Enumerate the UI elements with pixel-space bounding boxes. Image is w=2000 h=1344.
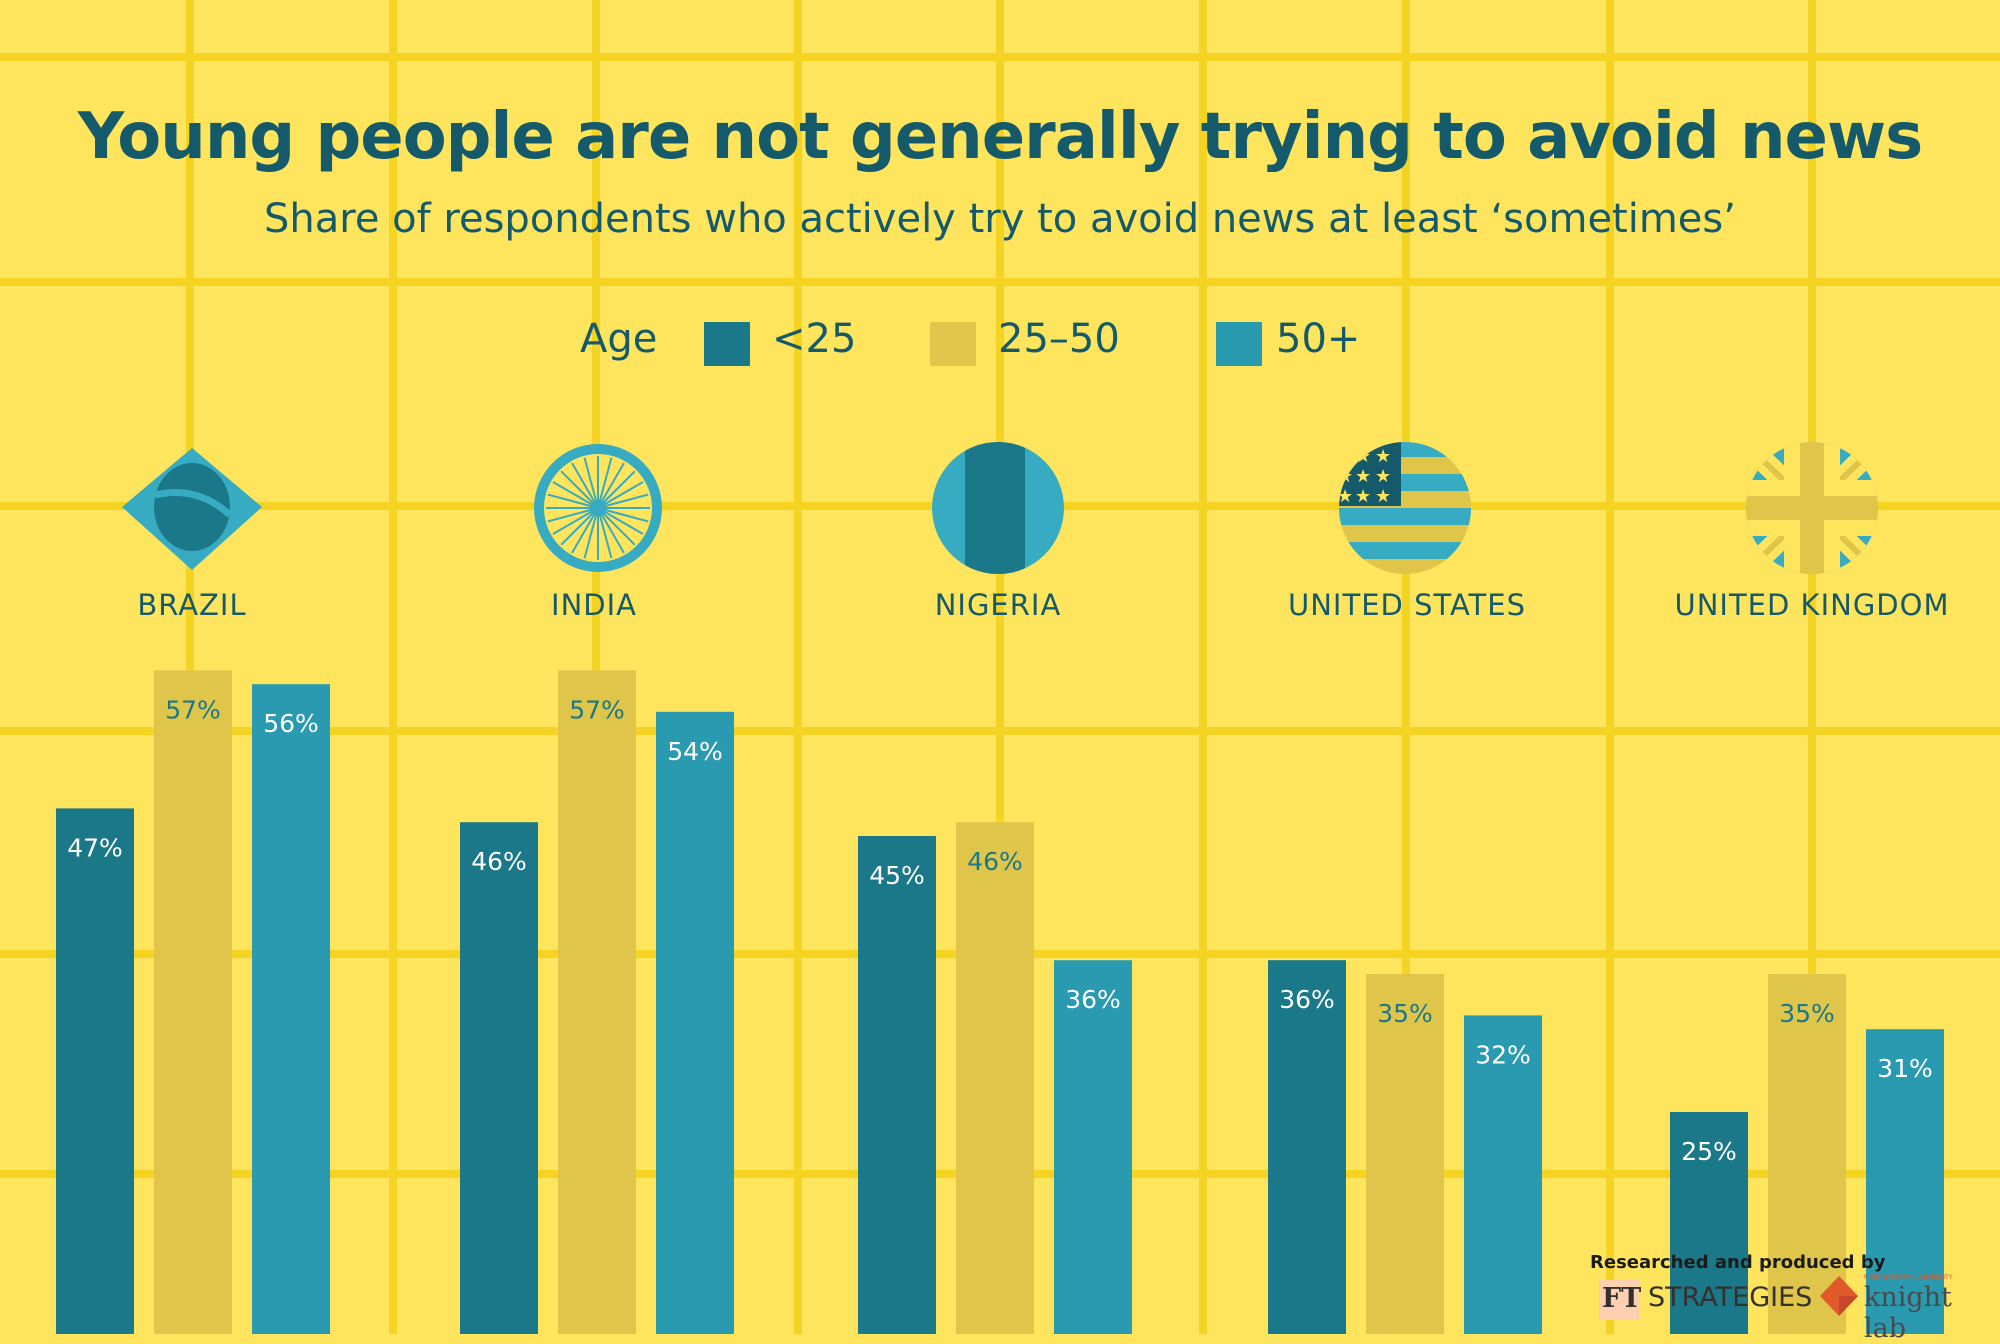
grid-line-vertical: [1808, 0, 1816, 1334]
brazil-flag-icon: [122, 448, 262, 570]
grid-line-vertical: [996, 0, 1004, 1334]
chart-title: Young people are not generally trying to…: [77, 100, 1923, 174]
legend-label-under25: <25: [772, 316, 857, 362]
country-label-united-states: UNITED STATES: [1288, 588, 1526, 622]
bar-india-over50: [656, 711, 734, 1334]
grid-line-vertical: [1199, 0, 1207, 1334]
credit-label: Researched and produced by: [1590, 1252, 1886, 1273]
uk-flag-icon: [1746, 442, 1878, 574]
bar-value-label: 25%: [1681, 1137, 1737, 1166]
us-flag-icon: ★ ★ ★ ★ ★ ★ ★★: [1337, 442, 1471, 574]
bar-nigeria-over50: [1054, 960, 1132, 1334]
svg-text:★: ★: [1375, 486, 1391, 507]
grid-line-horizontal: [0, 278, 2000, 286]
knight-lab-logo: knight lab: [1864, 1282, 1952, 1344]
legend-label-25to50: 25–50: [998, 316, 1120, 362]
india-flag-icon: [534, 444, 662, 572]
bar-value-label: 35%: [1377, 999, 1433, 1028]
bar-brazil-25to50: [154, 670, 232, 1334]
svg-text:★: ★: [1375, 446, 1391, 467]
bar-value-label: 47%: [67, 833, 123, 862]
bar-united-kingdom-over50: [1866, 1029, 1944, 1334]
bar-value-label: 35%: [1779, 999, 1835, 1028]
bar-nigeria-25to50: [956, 822, 1034, 1334]
bar-value-label: 54%: [667, 737, 723, 766]
grid-line-vertical: [186, 0, 194, 1334]
svg-text:★: ★: [1355, 466, 1371, 487]
grid-line-vertical: [1402, 0, 1410, 1334]
bar-united-states-under25: [1268, 960, 1346, 1334]
country-label-united-kingdom: UNITED KINGDOM: [1674, 588, 1950, 622]
legend-swatch-25to50: [930, 322, 976, 366]
bar-united-states-over50: [1464, 1015, 1542, 1334]
bar-value-label: 57%: [165, 695, 221, 724]
grid-line-vertical: [794, 0, 802, 1334]
svg-text:★: ★: [1375, 466, 1391, 487]
legend: Age <25 25–50 50+: [0, 312, 2000, 372]
bar-value-label: 57%: [569, 695, 625, 724]
grid-line-horizontal: [0, 727, 2000, 735]
bar-united-kingdom-under25: [1670, 1112, 1748, 1334]
legend-label-over50: 50+: [1276, 316, 1361, 362]
bar-value-label: 46%: [967, 847, 1023, 876]
bar-value-label: 46%: [471, 847, 527, 876]
grid-line-horizontal: [0, 53, 2000, 61]
grid-line-vertical: [389, 0, 397, 1334]
bar-value-label: 31%: [1877, 1054, 1933, 1083]
country-label-nigeria: NIGERIA: [934, 588, 1062, 622]
bar-united-kingdom-25to50: [1768, 974, 1846, 1334]
ft-logo-box: [1599, 1280, 1639, 1320]
grid-line-vertical: [1606, 0, 1614, 1334]
bar-india-25to50: [558, 670, 636, 1334]
ft-strategies-logo: STRATEGIES: [1648, 1282, 1813, 1313]
country-label-brazil: BRAZIL: [137, 588, 247, 622]
bar-india-under25: [460, 822, 538, 1334]
bar-value-label: 36%: [1279, 985, 1335, 1014]
legend-swatch-under25: [704, 322, 750, 366]
nigeria-flag-icon: [932, 442, 1064, 574]
bar-value-label: 45%: [869, 861, 925, 890]
grid-line-vertical: [592, 0, 600, 1334]
svg-text:★: ★: [1355, 486, 1371, 507]
chart-subtitle: Share of respondents who actively try to…: [264, 196, 1736, 242]
bar-value-label: 56%: [263, 709, 319, 738]
bar-value-label: 36%: [1065, 985, 1121, 1014]
legend-title: Age: [580, 316, 658, 362]
bar-brazil-under25: [56, 808, 134, 1334]
country-label-india: INDIA: [551, 588, 637, 622]
northwestern-label: NORTHWESTERN UNIVERSITY: [1864, 1274, 1953, 1281]
bar-value-label: 32%: [1475, 1040, 1531, 1069]
knight-lab-diamond-icon: [1820, 1276, 1858, 1316]
bar-brazil-over50: [252, 684, 330, 1334]
bar-nigeria-under25: [858, 836, 936, 1334]
bar-united-states-25to50: [1366, 974, 1444, 1334]
ft-logo-mark: FT: [1602, 1283, 1642, 1314]
legend-swatch-over50: [1216, 322, 1262, 366]
svg-text:★: ★: [1337, 486, 1353, 507]
